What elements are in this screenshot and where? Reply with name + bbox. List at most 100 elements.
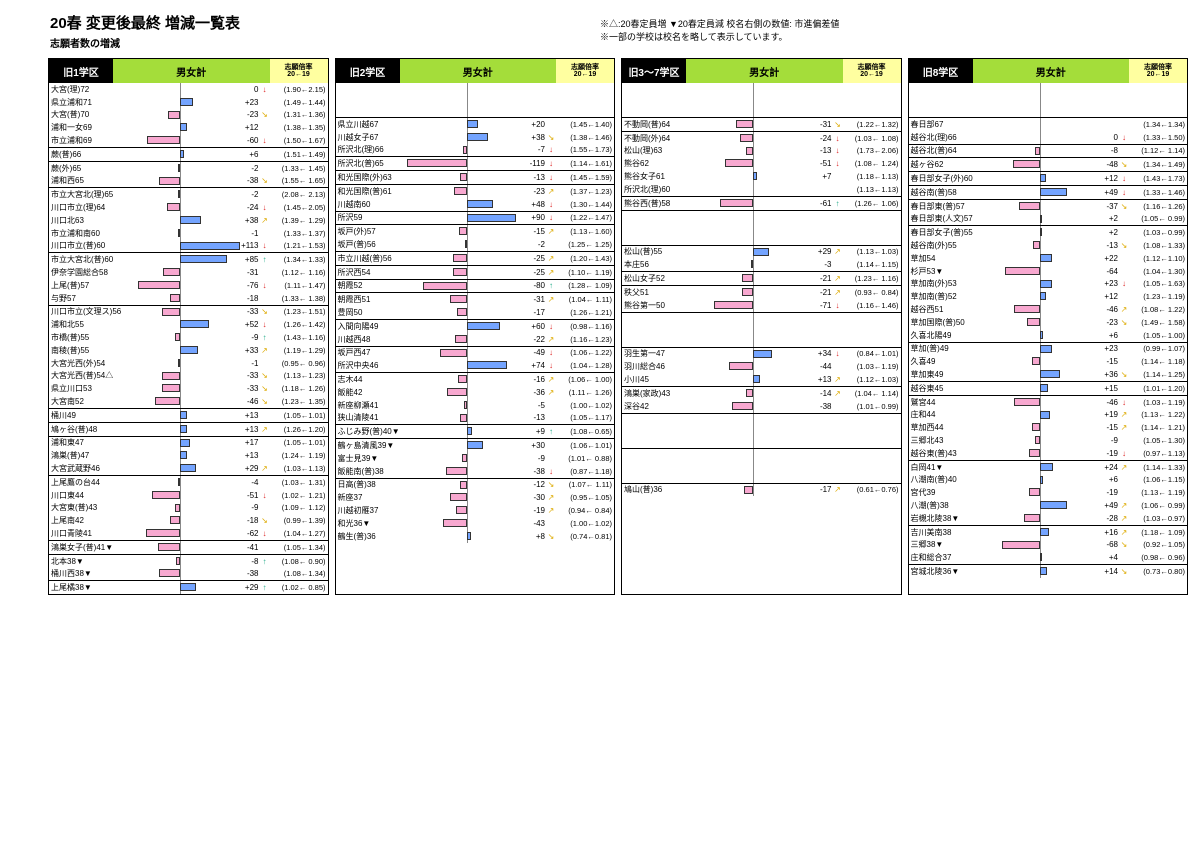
school-name: 越谷西51 bbox=[909, 304, 987, 315]
delta-value: +23 bbox=[1093, 279, 1119, 288]
delta-value: +13 bbox=[807, 375, 833, 384]
school-name: 春日部女子(普)55 bbox=[909, 227, 987, 238]
bar-chart bbox=[700, 387, 807, 400]
bar bbox=[178, 190, 180, 198]
row-group: 鷲宮44-46↓(1.03←1.19)庄和44+19↗(1.13← 1.22)草… bbox=[909, 396, 1188, 461]
school-name: 越谷東(普)43 bbox=[909, 448, 987, 459]
ratio-range: (1.34←1.49) bbox=[1129, 160, 1187, 169]
school-name: 鴻巣女子(普)41▼ bbox=[49, 542, 127, 553]
delta-value: -8 bbox=[1093, 146, 1119, 155]
data-row: 八潮(普)38+49↗(1.06← 0.99) bbox=[909, 499, 1188, 512]
school-name: 宮代39 bbox=[909, 487, 987, 498]
trend-arrow-icon: ↓ bbox=[1119, 188, 1129, 197]
ratio-range: (1.12←1.10) bbox=[1129, 254, 1187, 263]
school-name: 草加西44 bbox=[909, 422, 987, 433]
bar bbox=[175, 504, 180, 512]
delta-value: +30 bbox=[520, 441, 546, 450]
bar-chart bbox=[700, 197, 807, 210]
data-row: 鳩山(普)36-17↗(0.61←0.76) bbox=[622, 484, 901, 497]
data-row: 熊谷62-51↓(1.08← 1.24) bbox=[622, 157, 901, 170]
delta-value: -30 bbox=[520, 493, 546, 502]
delta-value: -48 bbox=[1093, 160, 1119, 169]
trend-arrow-icon: ↘ bbox=[260, 176, 270, 185]
ratio-range: (1.43←1.73) bbox=[1129, 174, 1187, 183]
delta-value: -24 bbox=[234, 203, 260, 212]
bar bbox=[1040, 567, 1048, 575]
trend-arrow-icon: ↗ bbox=[546, 388, 556, 397]
ratio-range: (1.08←1.33) bbox=[1129, 241, 1187, 250]
trend-arrow-icon: ↘ bbox=[260, 516, 270, 525]
school-name: 和光36▼ bbox=[336, 518, 414, 529]
ratio-range: (1.22←1.32) bbox=[843, 120, 901, 129]
bar-chart bbox=[127, 344, 234, 357]
bar-chart bbox=[127, 502, 234, 515]
ratio-range: (1.14←1.33) bbox=[1129, 463, 1187, 472]
bar-chart bbox=[987, 368, 1094, 381]
ratio-range: (1.26←1.21) bbox=[556, 308, 614, 317]
ratio-range: (1.05←1.30) bbox=[1129, 436, 1187, 445]
data-row: 川口青陵41-62↓(1.04←1.27) bbox=[49, 527, 328, 540]
ratio-range: (1.05←1.01) bbox=[270, 438, 328, 447]
bar bbox=[465, 240, 467, 248]
trend-arrow-icon: ↗ bbox=[1119, 514, 1129, 523]
school-name: 富士見39▼ bbox=[336, 453, 414, 464]
school-name: 大宮光西(外)54 bbox=[49, 358, 127, 369]
bar-chart bbox=[127, 121, 234, 134]
bar-chart bbox=[414, 504, 521, 517]
school-name: 川越南60 bbox=[336, 199, 414, 210]
school-name: 越谷東45 bbox=[909, 383, 987, 394]
delta-value: +60 bbox=[520, 322, 546, 331]
data-row: 草加東49+36↘(1.14←1.25) bbox=[909, 368, 1188, 381]
row-group: 春日部67(1.34←1.34)越谷北(理)660↓(1.33←1.50) bbox=[909, 118, 1188, 145]
data-row: 浦和北55+52↓(1.26←1.42) bbox=[49, 318, 328, 331]
school-name: 入間向陽49 bbox=[336, 321, 414, 332]
bar bbox=[158, 543, 181, 551]
ratio-range: (1.14← 1.21) bbox=[1129, 423, 1187, 432]
ratio-header: 志願倍率20←19 bbox=[556, 59, 614, 83]
bar bbox=[467, 200, 493, 208]
school-name: 熊谷62 bbox=[622, 158, 700, 169]
ratio-range: (1.05←1.00) bbox=[1129, 331, 1187, 340]
school-name: 市立大宮北(普)60 bbox=[49, 254, 127, 265]
bar-chart bbox=[414, 347, 521, 360]
bar-chart bbox=[700, 145, 807, 158]
delta-value: -19 bbox=[520, 506, 546, 515]
district-column: 旧2学区男女計志願倍率20←19県立川越67+20(1.45←1.40)川越女子… bbox=[335, 58, 616, 595]
ratio-range: (1.90←2.15) bbox=[270, 85, 328, 94]
ratio-range: (0.74←0.81) bbox=[556, 532, 614, 541]
ratio-range: (1.43←1.16) bbox=[270, 333, 328, 342]
school-name: 鳩ヶ谷(普)48 bbox=[49, 424, 127, 435]
ratio-header: 志願倍率20←19 bbox=[843, 59, 901, 83]
trend-arrow-icon: ↗ bbox=[1119, 528, 1129, 537]
row-group: 秩父51-21↗(0.93← 0.84)熊谷第一50-71↓(1.16←1.46… bbox=[622, 286, 901, 313]
ratio-range: (1.06←1.22) bbox=[556, 348, 614, 357]
bar-chart bbox=[700, 286, 807, 299]
row-group: 上尾鷹の台44-4(1.03← 1.31)川口東44-51↓(1.02← 1.2… bbox=[49, 476, 328, 541]
row-group: 羽生第一47+34↓(0.84←1.01)羽川総合46-44(1.03←1.19… bbox=[622, 348, 901, 387]
school-name: 草加南(普)52 bbox=[909, 291, 987, 302]
ratio-range: (0.99←1.39) bbox=[270, 516, 328, 525]
trend-arrow-icon: ↗ bbox=[546, 254, 556, 263]
delta-value: -13 bbox=[1093, 241, 1119, 250]
trend-arrow-icon: ↑ bbox=[546, 427, 556, 436]
bar-chart bbox=[987, 539, 1094, 552]
delta-value: +19 bbox=[1093, 410, 1119, 419]
bar-chart bbox=[414, 185, 521, 198]
bar-chart bbox=[700, 299, 807, 312]
data-row bbox=[336, 83, 615, 117]
row-group bbox=[909, 83, 1188, 118]
ratio-range: (1.33← 1.45) bbox=[270, 164, 328, 173]
delta-value: 0 bbox=[1093, 133, 1119, 142]
data-row: 越谷南(外)55-13↘(1.08←1.33) bbox=[909, 239, 1188, 252]
data-row: 春日部東(普)57-37↘(1.16←1.26) bbox=[909, 200, 1188, 213]
data-row: 羽川総合46-44(1.03←1.19) bbox=[622, 360, 901, 373]
delta-value: -17 bbox=[520, 308, 546, 317]
trend-arrow-icon: ↘ bbox=[1119, 160, 1129, 169]
ratio-range: (1.39← 1.29) bbox=[270, 216, 328, 225]
school-name: 市立川越(普)56 bbox=[336, 253, 414, 264]
delta-value: +4 bbox=[1093, 553, 1119, 562]
school-name: 熊谷女子61 bbox=[622, 171, 700, 182]
data-row: 川口市立(文理ス)56-33↘(1.23←1.51) bbox=[49, 306, 328, 319]
ratio-range: (1.07← 1.11) bbox=[556, 480, 614, 489]
bar-chart bbox=[987, 316, 1094, 329]
